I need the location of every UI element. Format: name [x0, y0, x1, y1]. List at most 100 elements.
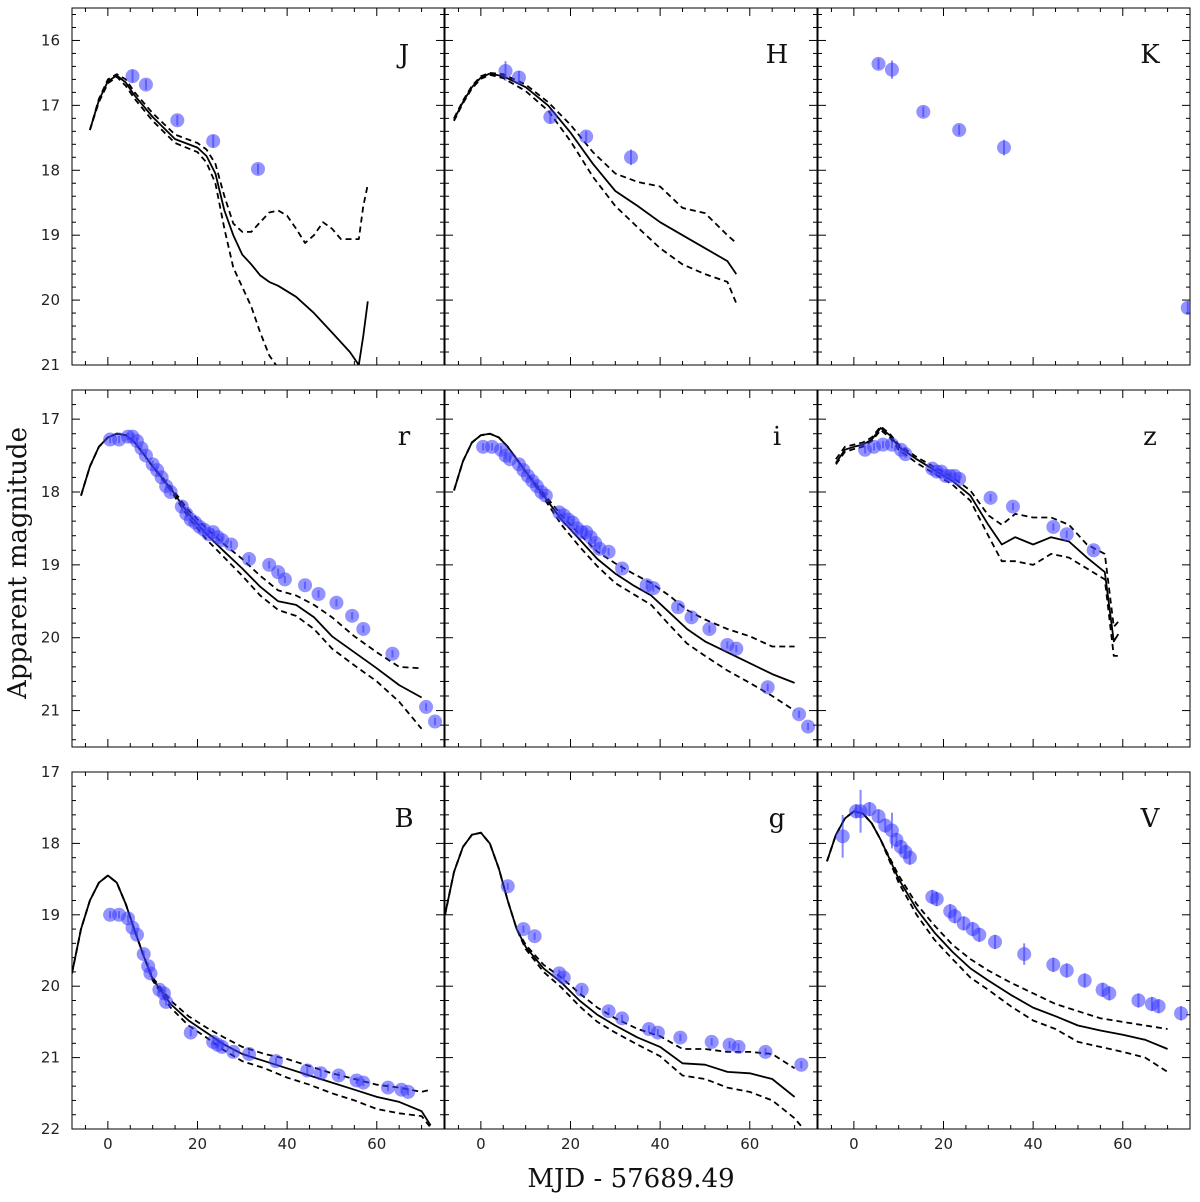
panel-V-xtick-label: 20: [934, 1135, 953, 1153]
panel-V-xtick-label: 60: [1113, 1135, 1132, 1153]
panel-B-data-point: [183, 1025, 198, 1040]
panel-B-data-point: [159, 994, 174, 1009]
panel-B-marker: [313, 1066, 328, 1081]
panel-B-data-point: [356, 1075, 371, 1090]
panel-r-marker: [419, 699, 434, 714]
panel-H-data-point: [624, 149, 638, 166]
panel-r-data-point: [419, 699, 434, 714]
panel-i-data-point: [760, 680, 775, 695]
panel-z-marker: [983, 490, 998, 505]
panel-r-data-point: [224, 537, 239, 552]
panel-H-data-point: [543, 110, 558, 125]
panel-r-marker: [163, 485, 178, 499]
panel-V-marker: [1174, 1006, 1189, 1021]
panel-J-model-upper-line: [89, 73, 369, 244]
panel-i-model-lower-line: [453, 432, 796, 712]
panel-B-ytick-label: 20: [41, 977, 60, 995]
panel-H: H: [444, 7, 818, 366]
panel-B-ytick-label: 22: [41, 1120, 60, 1138]
panel-g-marker: [794, 1057, 809, 1072]
panel-J-ytick-label: 19: [41, 226, 60, 244]
panel-z-marker: [1046, 519, 1061, 534]
panel-K-marker: [916, 104, 931, 119]
panel-B-ytick-label: 21: [41, 1049, 60, 1067]
panel-V-data-point: [1102, 986, 1117, 1001]
panel-K-plot-area: [871, 56, 1190, 315]
panel-K-band-label: K: [1140, 40, 1160, 70]
panel-B-data-point: [300, 1063, 315, 1078]
panel-r-data-point: [329, 595, 344, 610]
panel-J-marker: [251, 161, 265, 176]
panel-K-data-point: [871, 56, 886, 71]
panel-B-data-point: [331, 1068, 346, 1083]
panel-B-xtick-label: 60: [367, 1135, 386, 1153]
panel-J-marker: [170, 113, 185, 128]
panel-r-marker: [385, 646, 400, 661]
panel-V-marker: [1102, 986, 1117, 1001]
panel-i-marker: [615, 561, 630, 576]
panel-r-ytick-label: 19: [41, 556, 60, 574]
panel-g-data-point: [556, 970, 571, 985]
panel-B-marker: [159, 994, 174, 1009]
panel-i-data-point: [646, 581, 661, 596]
panel-i-marker: [646, 581, 661, 596]
panel-r-plot-area: [80, 429, 443, 730]
panel-B-xtick-label: 0: [103, 1135, 113, 1153]
panel-g-data-point: [574, 982, 589, 997]
panel-g-xtick-label: 60: [740, 1135, 759, 1153]
panel-J-data-point: [251, 161, 265, 176]
panel-z-marker: [1005, 499, 1020, 514]
panel-g-marker: [650, 1025, 665, 1040]
panel-i-plot-area: [453, 432, 816, 734]
panel-i-marker: [671, 600, 686, 615]
panel-r-marker: [356, 621, 371, 636]
panel-B-marker: [129, 927, 144, 942]
panel-B-marker: [226, 1044, 241, 1059]
panel-V-marker: [1151, 999, 1166, 1014]
panel-H-frame: [444, 7, 818, 366]
x-axis-title: MJD - 57689.49: [527, 1164, 734, 1194]
panel-i-marker: [729, 641, 744, 656]
panel-g-marker: [516, 922, 531, 937]
panel-K-marker: [1180, 300, 1190, 315]
panel-V-marker: [988, 934, 1003, 949]
panel-B-data-point: [313, 1066, 328, 1081]
panel-J-marker: [125, 69, 140, 84]
panel-g-marker: [574, 982, 589, 997]
panel-J-frame: [71, 7, 445, 366]
panel-B-plot-area: [72, 874, 432, 1129]
panel-g-marker: [731, 1039, 746, 1054]
panel-H-marker: [511, 70, 526, 85]
panel-J-data-point: [170, 113, 185, 128]
panel-V-marker: [929, 892, 944, 907]
panel-r-band-label: r: [398, 422, 411, 452]
panel-V: 0 20 40 60 V: [817, 771, 1191, 1153]
panel-z-data-point: [898, 447, 913, 462]
panel-z-marker: [898, 447, 913, 462]
panel-V-data-point: [902, 850, 917, 865]
panel-J-plot-area: [89, 69, 369, 365]
panel-K-marker: [871, 56, 886, 71]
panel-z-data-point: [1086, 543, 1101, 558]
panel-g-xtick-label: 40: [651, 1135, 670, 1153]
panel-g-xtick-label: 0: [476, 1135, 486, 1153]
panel-B-ytick-label: 17: [41, 763, 60, 781]
panel-H-marker: [579, 129, 594, 144]
panel-g-data-point: [704, 1034, 719, 1049]
panel-V-plot-area: [826, 789, 1189, 1073]
panel-g-data-point: [615, 1011, 630, 1026]
panel-V-xtick-label: 40: [1024, 1135, 1043, 1153]
panel-K-data-point: [884, 60, 899, 79]
panel-B-marker: [300, 1063, 315, 1078]
panel-z-data-point: [983, 490, 998, 505]
panel-i-data-point: [671, 600, 686, 615]
panel-g-data-point: [794, 1057, 809, 1072]
panel-B-marker: [331, 1068, 346, 1083]
panel-J-ytick-label: 16: [41, 31, 60, 49]
panel-H-data-point: [498, 61, 513, 81]
panel-i-marker: [702, 621, 717, 636]
panel-g-data-point: [516, 922, 531, 937]
panel-B-data-point: [380, 1080, 395, 1095]
panel-V-data-point: [1017, 943, 1032, 965]
panel-r-data-point: [356, 621, 371, 636]
